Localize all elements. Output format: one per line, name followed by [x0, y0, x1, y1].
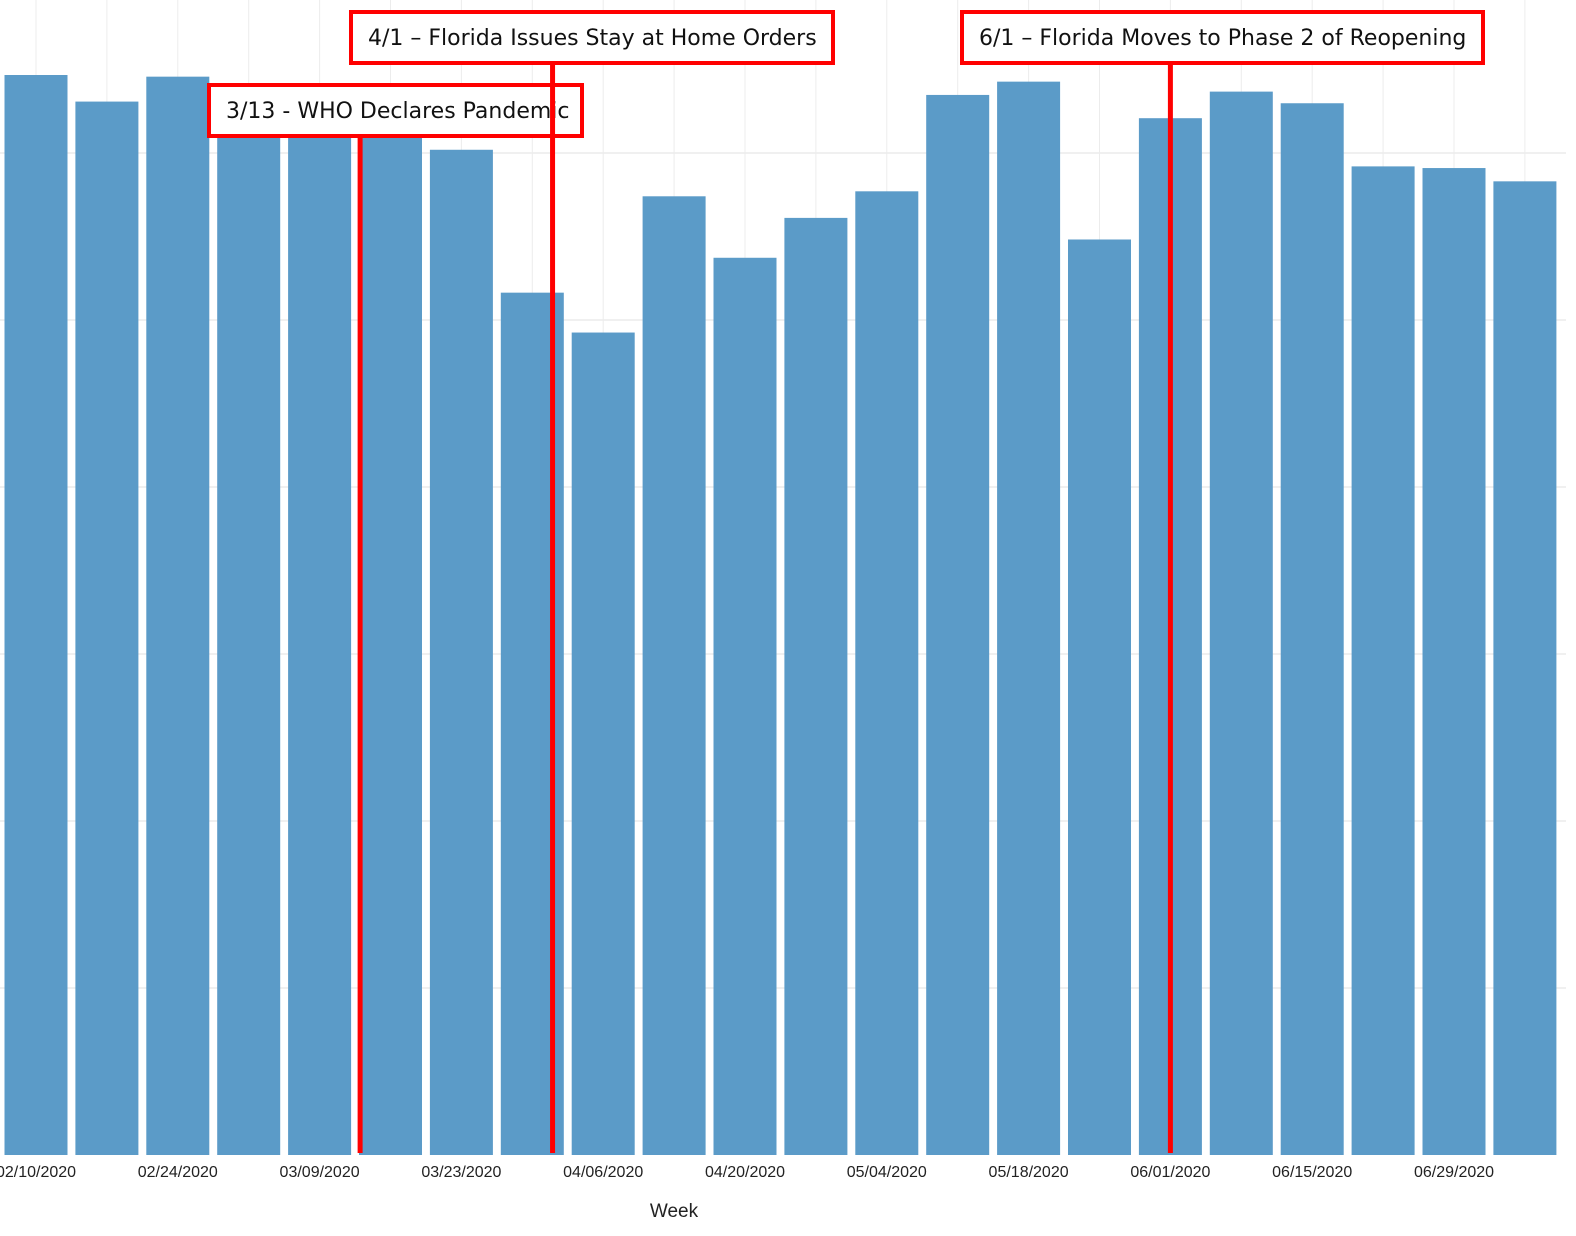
bars	[4, 75, 1557, 1156]
x-tick-labels: 02/10/2020 02/24/2020 03/09/2020 03/23/2020…	[0, 1164, 1494, 1181]
bar	[217, 121, 281, 1156]
bar	[713, 257, 777, 1155]
bar	[1422, 168, 1486, 1156]
x-tick-label: 06/15/2020	[1272, 1164, 1352, 1181]
bar	[926, 94, 990, 1155]
bar	[571, 332, 635, 1155]
x-tick-label: 02/24/2020	[138, 1164, 218, 1181]
annotations: 3/13 - WHO Declares Pandemic 4/1 – Florid…	[207, 10, 1485, 1153]
x-tick-label: 03/09/2020	[280, 1164, 360, 1181]
x-axis-title: Week	[650, 1201, 699, 1222]
x-tick-label: 04/06/2020	[563, 1164, 643, 1181]
bar	[429, 149, 493, 1155]
bar	[1351, 166, 1415, 1155]
annotation-label: 4/1 – Florida Issues Stay at Home Orders	[368, 26, 817, 51]
annotation-box	[349, 10, 835, 65]
annotation-box	[960, 10, 1485, 65]
x-tick-label: 06/29/2020	[1414, 1164, 1494, 1181]
bar	[1209, 91, 1273, 1156]
bar	[997, 81, 1061, 1156]
bar	[4, 75, 68, 1155]
bar	[288, 126, 352, 1155]
bar	[146, 76, 210, 1156]
x-tick-label: 03/23/2020	[421, 1164, 501, 1181]
annotation-box	[207, 83, 584, 138]
x-tick-label: 04/20/2020	[705, 1164, 785, 1181]
bar	[1493, 181, 1557, 1156]
bar	[1068, 239, 1131, 1155]
bar	[75, 101, 139, 1156]
x-tick-label: 06/01/2020	[1130, 1164, 1210, 1181]
annotation-label: 6/1 – Florida Moves to Phase 2 of Reopen…	[979, 26, 1466, 51]
x-tick-label: 05/18/2020	[989, 1164, 1069, 1181]
annotation-label: 3/13 - WHO Declares Pandemic	[226, 99, 570, 124]
x-tick-label: 05/04/2020	[847, 1164, 927, 1181]
bar	[784, 217, 848, 1155]
x-tick-label: 02/10/2020	[0, 1164, 76, 1181]
bar	[642, 196, 706, 1156]
bar	[359, 134, 422, 1156]
bar	[1280, 103, 1344, 1156]
bar	[855, 191, 919, 1156]
